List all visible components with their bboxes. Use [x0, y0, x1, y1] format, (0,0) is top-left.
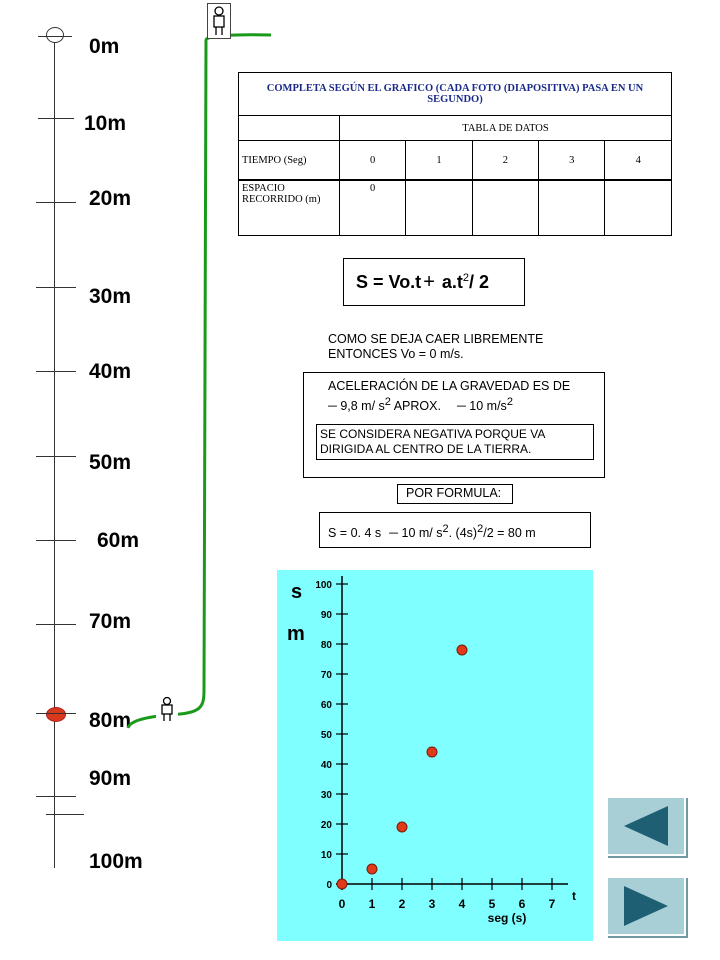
y-tick-label: 20	[321, 820, 333, 831]
y-tick-label: 30	[321, 790, 333, 801]
time-cell: 2	[471, 140, 540, 181]
y-tick-label: 70	[321, 670, 333, 681]
scale-tick	[36, 287, 76, 288]
scatter-chart: 0 10 20 30 40 50 60 70 80 90 100 0 1 2 3 4 5 6 7 sm seg (s) t	[287, 576, 576, 925]
scale-tick	[36, 202, 76, 203]
scale-tick	[36, 713, 76, 714]
time-row-label: TIEMPO (Seg)	[238, 140, 340, 181]
scale-tick	[36, 371, 76, 372]
y-tick-label: 60	[321, 700, 333, 711]
y-tick-label: 0	[326, 880, 332, 891]
space-cell[interactable]	[405, 179, 473, 236]
data-point	[456, 644, 468, 656]
scale-marker-80m	[46, 707, 66, 722]
time-cell: 3	[538, 140, 606, 181]
x-tick-label: 3	[429, 897, 436, 911]
x-tick-label: 1	[369, 897, 376, 911]
table-subheader: TABLA DE DATOS	[339, 115, 672, 141]
chart-panel: 0 10 20 30 40 50 60 70 80 90 100 0 1 2 3 4 5 6 7 s m seg (s) t	[277, 570, 593, 941]
back-button[interactable]	[606, 796, 686, 856]
space-cell[interactable]: 0	[338, 179, 407, 236]
y-axis-label: s	[291, 581, 302, 603]
space-cell[interactable]	[538, 179, 606, 236]
scale-tick	[36, 456, 76, 457]
table-title: COMPLETA SEGÚN EL GRAFICO (CADA FOTO (DI…	[238, 72, 672, 116]
main-formula-box: S = Vo.t + a.t2/ 2	[343, 258, 525, 306]
calc-box: S = 0. 4 s ─ 10 m/ s2. (4s)2/2 = 80 m	[319, 512, 591, 548]
formula-panel: S = Vo.t + a.t2/ 2 COMO SE DEJA CAER LIBR…	[291, 248, 643, 564]
scale-label-80m: 80m	[89, 709, 132, 732]
scale-label-0m: 0m	[89, 35, 120, 58]
x-tick-label: 4	[459, 897, 466, 911]
scale-label-90m: 90m	[89, 767, 132, 790]
time-cell: 4	[604, 140, 672, 181]
x-tick-label: 5	[489, 897, 496, 911]
scale-tick	[38, 36, 72, 37]
space-row-label: ESPACIO RECORRIDO (m)	[238, 179, 340, 236]
space-cell[interactable]	[604, 179, 672, 236]
scale-label-20m: 20m	[89, 187, 132, 210]
space-cell[interactable]	[471, 179, 540, 236]
por-formula-box: POR FORMULA:	[397, 484, 513, 504]
scale-label-10m: 10m	[84, 112, 127, 135]
scale-tick	[36, 540, 76, 541]
scale-tick	[46, 814, 84, 815]
time-cell: 1	[405, 140, 473, 181]
x-tick-label: 0	[339, 897, 346, 911]
y-tick-label: 40	[321, 760, 333, 771]
scale-label-50m: 50m	[89, 451, 132, 474]
y-tick-label: 100	[315, 580, 332, 591]
time-cell: 0	[338, 140, 407, 181]
triangle-right-icon	[624, 886, 668, 926]
x-tick-label: 6	[519, 897, 526, 911]
y-tick-label: 90	[321, 610, 333, 621]
x-axis-label: seg (s)	[488, 911, 527, 925]
data-point	[336, 878, 348, 890]
negative-box: SE CONSIDERA NEGATIVA PORQUE VA DIRIGIDA…	[316, 424, 594, 460]
table-empty-cell	[238, 115, 340, 141]
x-tick-label: 2	[399, 897, 406, 911]
scale-label-70m: 70m	[89, 610, 132, 633]
next-button[interactable]	[606, 876, 686, 936]
gravity-text: ACELERACIÓN DE LA GRAVEDAD ES DE ─ 9,8 m…	[328, 379, 571, 414]
scale-label-40m: 40m	[89, 360, 132, 383]
scale-top-circle	[46, 27, 64, 43]
gravity-box: ACELERACIÓN DE LA GRAVEDAD ES DE ─ 9,8 m…	[303, 372, 605, 478]
main-formula: S = Vo.t + a.t2/ 2	[356, 271, 490, 293]
data-point	[396, 821, 408, 833]
y-axis-unit: m	[287, 623, 305, 645]
free-fall-text: COMO SE DEJA CAER LIBREMENTE ENTONCES Vo…	[328, 332, 544, 361]
scale-label-30m: 30m	[89, 285, 132, 308]
calc-formula: S = 0. 4 s ─ 10 m/ s2. (4s)2/2 = 80 m	[328, 523, 536, 541]
data-point	[426, 746, 438, 758]
negative-text: SE CONSIDERA NEGATIVA PORQUE VA DIRIGIDA…	[320, 427, 546, 456]
scale-tick	[38, 118, 74, 119]
scale-axis-line	[54, 28, 55, 868]
data-table: COMPLETA SEGÚN EL GRAFICO (CADA FOTO (DI…	[238, 72, 672, 236]
por-formula-label: POR FORMULA:	[406, 486, 502, 500]
person-icon-bottom	[156, 695, 178, 723]
x-axis-end-label: t	[572, 889, 576, 903]
scale-label-100m: 100m	[89, 850, 143, 873]
x-tick-label: 7	[549, 897, 556, 911]
y-tick-label: 10	[321, 850, 333, 861]
height-scale: 0m 10m 20m 30m 40m 50m 60m 70m 80m 90m 1…	[0, 0, 160, 900]
person-icon-top	[207, 3, 231, 39]
y-tick-label: 80	[321, 640, 333, 651]
triangle-left-icon	[624, 806, 668, 846]
scale-tick	[36, 624, 76, 625]
data-point	[366, 863, 378, 875]
scale-tick	[36, 796, 76, 797]
y-tick-label: 50	[321, 730, 333, 741]
scale-label-60m: 60m	[97, 529, 140, 552]
